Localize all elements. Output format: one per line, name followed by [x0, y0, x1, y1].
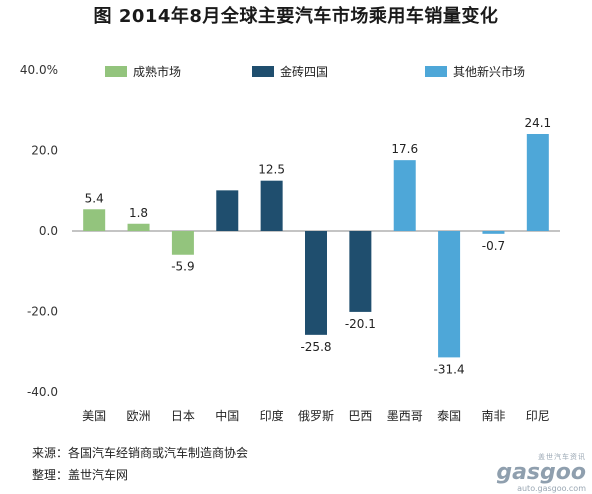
- y-axis: 40.0% 20.0 0.0 -20.0 -40.0: [20, 63, 560, 399]
- y-tick-label: 40.0%: [20, 63, 58, 77]
- legend-label: 金砖四国: [280, 64, 328, 79]
- data-label: 12.5: [258, 163, 285, 177]
- category-label: 中国: [215, 408, 239, 423]
- gasgoo-watermark: 盖世汽车资讯 gasgoo auto.gasgoo.com: [496, 452, 586, 493]
- data-label: 5.4: [85, 191, 104, 205]
- data-label: -31.4: [434, 362, 465, 376]
- y-tick-label: 20.0: [31, 144, 58, 158]
- legend-swatch: [425, 66, 447, 77]
- bar-巴西: [349, 231, 372, 312]
- legend: 成熟市场 金砖四国 其他新兴市场: [105, 64, 525, 79]
- compiled-note: 整理：盖世汽车网: [32, 468, 129, 482]
- legend-label: 其他新兴市场: [453, 64, 525, 79]
- category-labels: 美国 欧洲 日本 中国 印度 俄罗斯 巴西 墨西哥 泰国 南非 印尼: [82, 408, 550, 423]
- legend-label: 成熟市场: [133, 64, 181, 79]
- category-label: 南非: [481, 408, 505, 423]
- category-label: 泰国: [437, 409, 461, 423]
- bar-日本: [171, 231, 194, 255]
- y-tick-label: -20.0: [27, 305, 58, 319]
- bar-墨西哥: [393, 160, 416, 231]
- data-labels: 5.4 1.8 -5.9 12.5 -25.8 -20.1 17.6 -31.4 -0.7 24.…: [85, 116, 552, 376]
- watermark-cn: 盖世汽车资讯: [538, 453, 586, 461]
- data-label: -25.8: [300, 340, 331, 354]
- category-label: 巴西: [348, 409, 372, 423]
- bar-中国: [216, 190, 239, 231]
- legend-swatch: [252, 66, 274, 77]
- data-label: 17.6: [391, 142, 418, 156]
- bar-美国: [83, 209, 106, 231]
- bars: [83, 133, 549, 358]
- category-label: 墨西哥: [387, 409, 423, 423]
- data-label: 24.1: [524, 116, 551, 130]
- watermark-url: auto.gasgoo.com: [517, 484, 586, 493]
- bar-欧洲: [127, 223, 150, 231]
- data-label: -20.1: [345, 317, 376, 331]
- chart-title: 图 2014年8月全球主要汽车市场乘用车销量变化: [93, 6, 499, 27]
- legend-swatch: [105, 66, 127, 77]
- category-label: 欧洲: [127, 409, 151, 423]
- y-tick-label: -40.0: [27, 385, 58, 399]
- category-label: 俄罗斯: [298, 409, 334, 423]
- bar-印尼: [526, 133, 549, 231]
- category-label: 美国: [82, 409, 106, 423]
- data-label: -5.9: [171, 260, 194, 274]
- source-note: 来源：各国汽车经销商或汽车制造商协会: [32, 446, 249, 460]
- bar-俄罗斯: [305, 231, 327, 335]
- data-label: -0.7: [482, 239, 505, 253]
- category-label: 印度: [260, 408, 284, 423]
- y-tick-label: 0.0: [39, 224, 58, 238]
- category-label: 日本: [171, 409, 195, 423]
- watermark-brand: gasgoo: [496, 460, 586, 485]
- bar-南非: [482, 231, 505, 234]
- bar-印度: [260, 180, 283, 231]
- data-label: 1.8: [129, 206, 148, 220]
- bar-泰国: [438, 231, 461, 358]
- category-label: 印尼: [526, 409, 550, 423]
